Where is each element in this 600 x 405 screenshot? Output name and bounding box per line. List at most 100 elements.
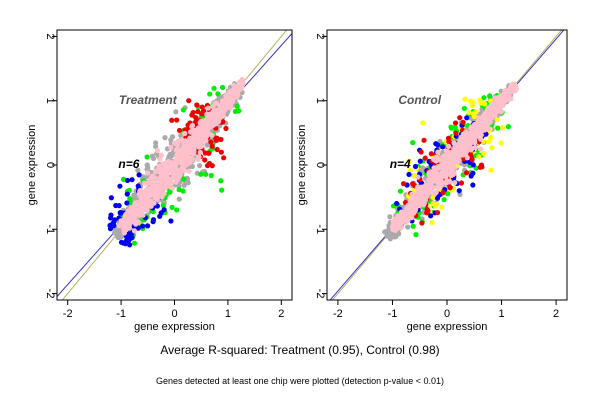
plot-area: [57, 30, 292, 300]
data-point: [149, 153, 156, 159]
sample-count-label: n=6: [118, 157, 139, 171]
data-point: [168, 144, 174, 151]
data-point: [181, 182, 187, 188]
data-point: [128, 231, 134, 238]
data-point: [431, 165, 437, 171]
data-point: [205, 105, 211, 111]
data-point: [161, 191, 167, 197]
data-point: [439, 204, 445, 210]
data-point: [496, 94, 502, 100]
data-point: [433, 201, 440, 207]
data-point: [405, 224, 411, 230]
data-point: [144, 170, 151, 176]
data-point: [500, 125, 506, 131]
data-point: [462, 96, 468, 102]
data-point: [509, 84, 515, 90]
data-point: [427, 181, 434, 188]
data-point: [196, 134, 202, 140]
data-point: [184, 148, 191, 155]
y-tick-label: -2: [44, 289, 56, 299]
data-point: [446, 138, 452, 145]
data-point: [428, 169, 434, 175]
data-point: [407, 167, 413, 173]
data-point: [169, 204, 175, 210]
data-point: [123, 211, 130, 217]
y-tick-label: 0: [314, 162, 326, 168]
data-point: [487, 119, 493, 126]
data-point: [122, 241, 129, 247]
data-point: [239, 84, 245, 90]
data-point: [174, 207, 180, 213]
data-point: [141, 180, 148, 186]
data-point: [150, 181, 157, 187]
data-point: [464, 115, 470, 121]
data-point: [416, 201, 422, 207]
data-point: [211, 85, 217, 91]
data-point: [456, 140, 462, 146]
data-point: [209, 143, 215, 149]
data-point: [452, 120, 459, 126]
y-tick-label: 2: [44, 33, 56, 39]
data-point: [108, 212, 114, 218]
data-point: [181, 176, 187, 182]
data-point: [168, 218, 174, 224]
y-tick-label: -2: [314, 289, 326, 299]
data-point: [154, 147, 160, 154]
data-point: [440, 144, 446, 150]
data-point: [444, 148, 451, 155]
data-point: [447, 184, 453, 191]
data-point: [463, 170, 470, 176]
data-point: [397, 218, 403, 224]
data-point: [415, 174, 421, 180]
data-point: [225, 93, 231, 99]
data-point: [489, 145, 495, 151]
data-point: [219, 98, 225, 104]
data-point: [218, 149, 224, 155]
data-point: [151, 200, 157, 206]
data-point: [206, 160, 213, 167]
data-point: [441, 197, 447, 203]
data-point: [162, 135, 168, 141]
data-point: [416, 197, 422, 203]
x-tick-label: -1: [388, 308, 398, 320]
data-point: [421, 137, 427, 143]
data-point: [400, 213, 406, 219]
x-axis-title: gene expression: [134, 321, 215, 333]
data-point: [434, 195, 441, 201]
data-point: [189, 123, 195, 129]
data-point: [434, 210, 441, 216]
data-point: [436, 163, 443, 170]
data-point: [469, 156, 475, 163]
data-point: [204, 116, 211, 122]
data-point: [497, 99, 503, 105]
data-point: [451, 164, 458, 171]
data-point: [397, 188, 404, 194]
data-point: [180, 107, 187, 113]
data-point: [131, 240, 138, 246]
data-point: [198, 143, 205, 149]
data-point: [174, 117, 180, 123]
data-point: [130, 207, 136, 213]
data-point: [158, 152, 165, 158]
data-point: [419, 220, 425, 226]
data-point: [210, 103, 216, 110]
data-point: [182, 140, 188, 146]
data-point: [160, 161, 167, 167]
data-point: [469, 102, 475, 109]
y-axis-title: gene expression: [26, 125, 38, 206]
data-point: [450, 149, 456, 155]
data-point: [214, 146, 220, 153]
data-point: [208, 172, 214, 179]
data-point: [453, 130, 459, 136]
data-point: [196, 154, 202, 160]
data-point: [481, 150, 487, 157]
data-point: [456, 188, 462, 194]
data-point: [387, 232, 393, 238]
data-point: [192, 128, 198, 134]
data-point: [407, 199, 413, 205]
data-point: [398, 225, 404, 231]
data-point: [163, 171, 170, 177]
data-point: [470, 162, 476, 168]
data-point: [487, 134, 494, 141]
data-point: [171, 162, 178, 168]
